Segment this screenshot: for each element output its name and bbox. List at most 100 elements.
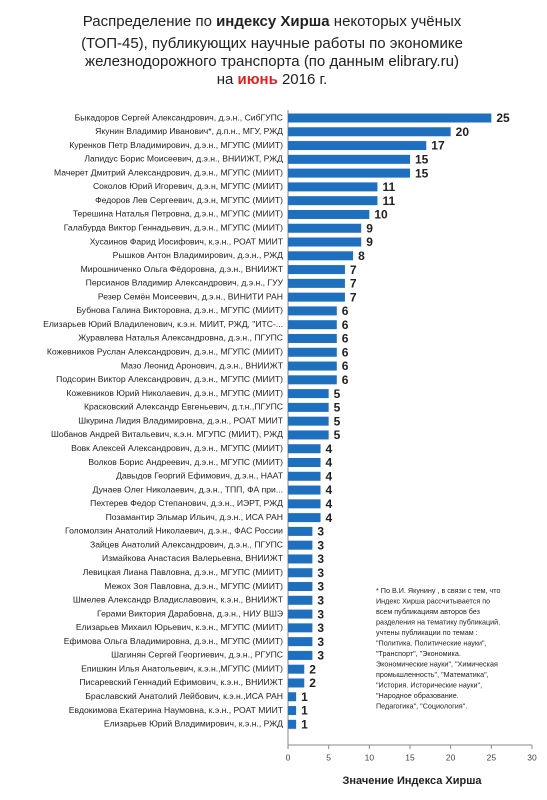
footnote: Педагогика", "Социология". [376, 701, 467, 710]
bar [288, 265, 345, 275]
data-label: 11 [382, 180, 395, 194]
y-tick-label: Левицкая Лиана Павловна, д.э.н., МГУПС (… [83, 567, 283, 577]
bar [288, 458, 321, 467]
footnote: Индекс Хирша рассчитывается по [376, 596, 490, 605]
y-tick-label: Елизарьев Юрий Владиленович, к.э.н. МИИТ… [43, 319, 283, 329]
chart-title: железнодорожного транспорта (по данным e… [85, 53, 459, 70]
y-tick-label: Якунин Владимир Иванович*, д.п.н., МГУ, … [95, 126, 283, 136]
y-tick-label: Персианов Владимир Александрович, д.э.н.… [86, 278, 284, 288]
chart-title: Распределение по индексу Хирша некоторых… [83, 13, 462, 30]
data-label: 3 [317, 525, 324, 539]
y-tick-label: Позамантир Эльмар Ильич, д.э.н., ИСА РАН [106, 512, 283, 522]
x-tick-label: 15 [405, 752, 415, 762]
title-part: некоторых учёных [330, 13, 462, 30]
bar [288, 664, 305, 674]
data-label: 15 [415, 166, 429, 180]
data-label: 7 [350, 277, 357, 291]
data-label: 9 [366, 221, 373, 235]
data-label: 6 [342, 318, 349, 332]
title-part: (ТОП-45), публикующих научные работы по … [81, 35, 463, 52]
y-tick-label: Красковский Александр Евгеньевич, д.т.н.… [84, 402, 283, 412]
chart-title: на июнь 2016 г. [217, 71, 328, 88]
bar [288, 430, 329, 440]
data-label: 4 [326, 456, 333, 470]
y-tick-label: Елизарьев Михаил Юрьевич, к.э.н., МГУПС … [76, 622, 283, 632]
y-tick-label: Елизарьев Юрий Владимирович, к.э.н., РЖД [104, 719, 283, 729]
data-label: 1 [301, 690, 308, 704]
y-tick-label: Лапидус Борис Моисеевич, д.э.н., ВНИИЖТ,… [84, 154, 283, 164]
x-tick-label: 0 [286, 752, 291, 762]
footnote: Экономические науки", "Химическая [376, 659, 498, 668]
bar [288, 182, 378, 192]
data-label: 3 [317, 607, 324, 621]
bar [288, 278, 345, 288]
bar [288, 402, 329, 412]
data-label: 3 [317, 580, 324, 594]
data-label: 5 [334, 387, 341, 401]
bar [288, 141, 427, 151]
data-label: 4 [326, 511, 333, 525]
y-tick-label: Подсорин Виктор Александрович, д.э.н., М… [56, 374, 283, 384]
data-label: 3 [317, 635, 324, 649]
x-tick-label: 30 [527, 752, 537, 762]
data-label: 5 [334, 428, 341, 442]
y-tick-label: Давыдов Георгий Ефимович, д.э.н., НААТ [116, 471, 284, 481]
y-tick-label: Соколов Юрий Игоревич, д.э.н, МГУПС (МИИ… [93, 181, 283, 191]
footnote: разделения на тематику публикаций, [376, 617, 500, 626]
data-label: 7 [350, 290, 357, 304]
y-tick-label: Шмелев Александр Владиславович, к.э.н., … [73, 595, 284, 605]
footnote: промышленность", "Математика", [376, 670, 489, 679]
data-label: 4 [326, 497, 333, 511]
data-label: 15 [415, 153, 429, 167]
data-label: 6 [342, 304, 349, 318]
bar [288, 389, 329, 399]
y-tick-label: Галабурда Виктор Геннадьевич, д.э.н., МГ… [64, 223, 283, 233]
y-tick-label: Волков Борис Андреевич, д.э.н., МГУПС (М… [88, 457, 283, 467]
y-tick-label: Быкадоров Сергей Александрович, д.э.н., … [75, 112, 283, 122]
bar [288, 540, 313, 550]
y-tick-label: Кожевников Руслан Александрович, д.э.н.,… [47, 347, 283, 357]
y-tick-label: Журавлева Наталья Александровна, д.э.н.,… [78, 333, 283, 343]
chart-title: (ТОП-45), публикующих научные работы по … [81, 35, 463, 52]
y-tick-label: Межох Зоя Павловна, д.э.н., МГУПС (МИИТ) [104, 581, 283, 591]
y-tick-label: Федоров Лев Сергеевич, д.э.н, МГУПС (МИИ… [95, 195, 283, 205]
bar [288, 113, 492, 123]
data-label: 3 [317, 552, 324, 566]
bar [288, 471, 321, 481]
title-part: июнь [237, 71, 277, 88]
data-label: 2 [309, 662, 316, 676]
x-tick-label: 20 [446, 752, 456, 762]
data-label: 4 [326, 469, 333, 483]
y-tick-label: Мирошниченко Ольга Фёдоровна, д.э.н., ВН… [81, 264, 284, 274]
data-label: 6 [342, 359, 349, 373]
x-axis-label: Значение Индекса Хирша [342, 775, 482, 787]
bar [288, 375, 337, 385]
y-tick-label: Мачерет Дмитрий Александрович, д.э.н., М… [54, 167, 283, 177]
bar [288, 209, 370, 219]
y-tick-label: Вовк Алексей Александрович, д.э.н., МГУП… [71, 443, 283, 453]
data-label: 5 [334, 401, 341, 415]
bar [288, 623, 313, 633]
bar [288, 361, 337, 371]
y-tick-label: Писаревский Геннадий Ефимович, к.э.н., В… [79, 677, 283, 687]
bar [288, 692, 297, 702]
bar [288, 292, 345, 302]
data-label: 3 [317, 649, 324, 663]
y-tick-label: Терешина Наталья Петровна, д.э.н., МГУПС… [73, 209, 283, 219]
bar [288, 196, 378, 206]
data-label: 25 [496, 111, 510, 125]
y-tick-label: Зайцев Анатолий Александрович, д.э.н., П… [90, 539, 283, 549]
y-tick-label: Голомолзин Анатолий Николаевич, д.э.н., … [65, 526, 283, 536]
bar [288, 609, 313, 619]
y-tick-label: Хусаинов Фарид Иосифович, к.э.н., РОАТ М… [90, 236, 284, 246]
x-tick-label: 25 [487, 752, 497, 762]
bar [288, 499, 321, 509]
y-tick-label: Измайкова Анастасия Валерьевна, ВНИИЖТ [102, 553, 284, 563]
title-part: индексу Хирша [216, 13, 330, 30]
x-tick-label: 5 [326, 752, 331, 762]
data-label: 6 [342, 332, 349, 346]
footnote: * По В.И. Якунину , в связи с тем, что [376, 586, 501, 595]
bar [288, 650, 313, 660]
data-label: 2 [309, 676, 316, 690]
